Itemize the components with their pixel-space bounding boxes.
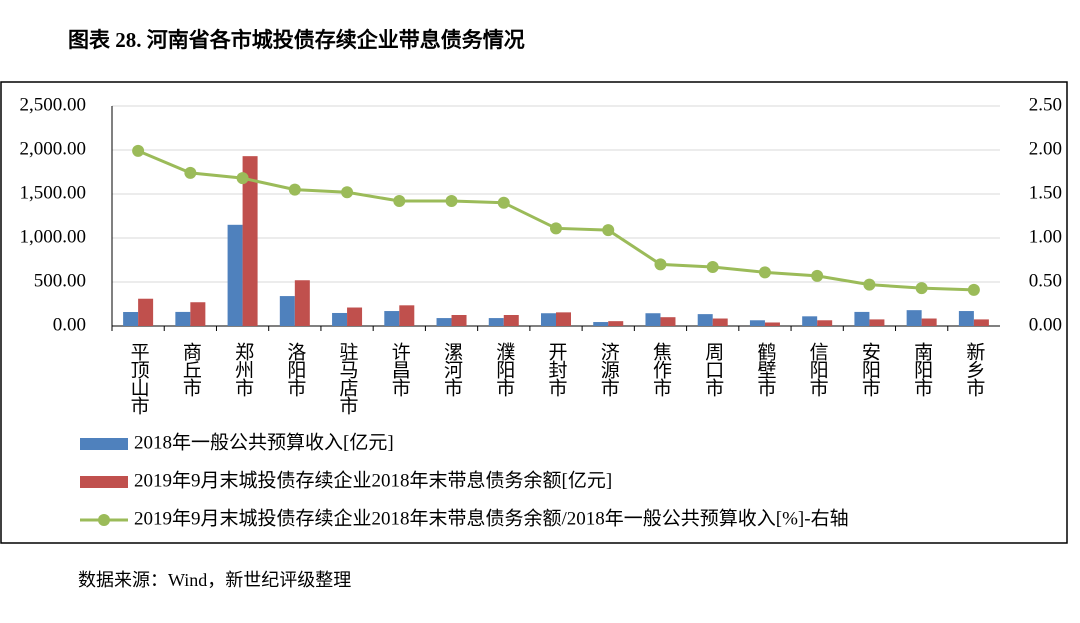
line-point bbox=[341, 186, 354, 199]
legend-swatch bbox=[80, 476, 128, 488]
bar bbox=[541, 313, 556, 326]
bar bbox=[712, 318, 728, 326]
x-tick-label: 信阳市 bbox=[807, 342, 829, 397]
legend-label: 2019年9月末城投债存续企业2018年末带息债务余额/2018年一般公共预算收… bbox=[134, 507, 849, 529]
line-point bbox=[811, 269, 824, 282]
bar bbox=[556, 312, 571, 326]
line-point bbox=[602, 224, 615, 237]
x-tick-label: 洛阳市 bbox=[284, 342, 306, 397]
x-tick-label: 郑州市 bbox=[232, 342, 254, 397]
y-tick-label: 0.00 bbox=[53, 314, 86, 335]
bar bbox=[279, 296, 295, 326]
bar bbox=[817, 320, 833, 326]
line-point bbox=[654, 258, 667, 271]
y-tick-label: 2,000.00 bbox=[20, 138, 87, 159]
y-tick-label: 500.00 bbox=[34, 270, 86, 291]
line-point bbox=[132, 144, 145, 157]
legend-label: 2018年一般公共预算收入[亿元] bbox=[134, 431, 394, 453]
bar bbox=[123, 312, 139, 326]
line-point bbox=[863, 278, 876, 291]
x-tick-label: 商丘市 bbox=[180, 342, 202, 397]
line-point bbox=[236, 172, 249, 185]
legend-swatch bbox=[80, 438, 128, 450]
bar bbox=[347, 307, 363, 326]
x-tick-label: 许昌市 bbox=[389, 342, 411, 397]
x-tick-label: 驻马店市 bbox=[337, 342, 359, 415]
line-point bbox=[393, 195, 406, 208]
bar bbox=[436, 318, 452, 326]
x-tick-label: 南阳市 bbox=[911, 342, 933, 397]
bar bbox=[973, 319, 989, 326]
line-point bbox=[288, 183, 301, 196]
bar bbox=[451, 315, 467, 326]
x-tick-label: 鹤壁市 bbox=[754, 342, 776, 397]
bar bbox=[958, 311, 974, 326]
x-tick-label: 平顶山市 bbox=[128, 342, 150, 415]
chart-frame bbox=[0, 81, 1068, 544]
bar bbox=[906, 310, 922, 326]
y2-tick-label: 1.00 bbox=[1029, 226, 1062, 247]
source-note: 数据来源：Wind，新世纪评级整理 bbox=[78, 570, 351, 590]
bar bbox=[697, 314, 713, 326]
x-tick-label: 新乡市 bbox=[963, 342, 985, 397]
bar bbox=[227, 224, 243, 326]
bar bbox=[593, 322, 609, 326]
line-point bbox=[758, 266, 771, 279]
bar bbox=[384, 311, 400, 326]
line-point bbox=[915, 282, 928, 295]
y-tick-label: 1,000.00 bbox=[20, 226, 87, 247]
bar bbox=[764, 322, 780, 326]
bar bbox=[660, 317, 676, 326]
line-point bbox=[967, 283, 980, 296]
bar bbox=[332, 312, 348, 326]
x-tick-label: 漯河市 bbox=[441, 342, 463, 397]
line-point bbox=[184, 166, 197, 179]
y-tick-label: 1,500.00 bbox=[20, 182, 87, 203]
bar bbox=[242, 156, 258, 326]
bar bbox=[488, 318, 504, 326]
bar bbox=[645, 313, 661, 326]
bar bbox=[190, 302, 206, 326]
chart-title: 图表 28. 河南省各市城投债存续企业带息债务情况 bbox=[68, 28, 525, 52]
bar bbox=[138, 298, 154, 326]
bar bbox=[749, 320, 765, 326]
x-tick-label: 周口市 bbox=[702, 342, 724, 397]
line-point bbox=[550, 222, 562, 235]
bar bbox=[399, 305, 415, 326]
bar bbox=[854, 311, 870, 326]
y2-tick-label: 2.50 bbox=[1029, 94, 1062, 115]
bar bbox=[294, 280, 310, 326]
line-point bbox=[706, 261, 719, 274]
legend-swatch bbox=[98, 514, 110, 526]
y2-tick-label: 1.50 bbox=[1029, 182, 1062, 203]
x-tick-label: 濮阳市 bbox=[493, 342, 515, 397]
x-tick-label: 济源市 bbox=[598, 342, 620, 397]
x-tick-label: 开封市 bbox=[546, 342, 568, 397]
x-tick-label: 焦作市 bbox=[650, 342, 672, 397]
line bbox=[137, 149, 974, 292]
y2-tick-label: 0.00 bbox=[1029, 314, 1062, 335]
y-tick-label: 2,500.00 bbox=[20, 94, 87, 115]
bar bbox=[608, 321, 624, 326]
legend-label: 2019年9月末城投债存续企业2018年末带息债务余额[亿元] bbox=[134, 469, 612, 491]
line-point bbox=[445, 195, 458, 208]
x-tick-label: 安阳市 bbox=[859, 342, 881, 397]
line-point bbox=[497, 196, 510, 209]
bar bbox=[921, 318, 937, 326]
bar bbox=[503, 315, 519, 326]
bar bbox=[802, 316, 818, 326]
bar bbox=[869, 319, 885, 326]
bar bbox=[175, 311, 191, 326]
y2-tick-label: 2.00 bbox=[1029, 138, 1062, 159]
y2-tick-label: 0.50 bbox=[1029, 270, 1062, 291]
